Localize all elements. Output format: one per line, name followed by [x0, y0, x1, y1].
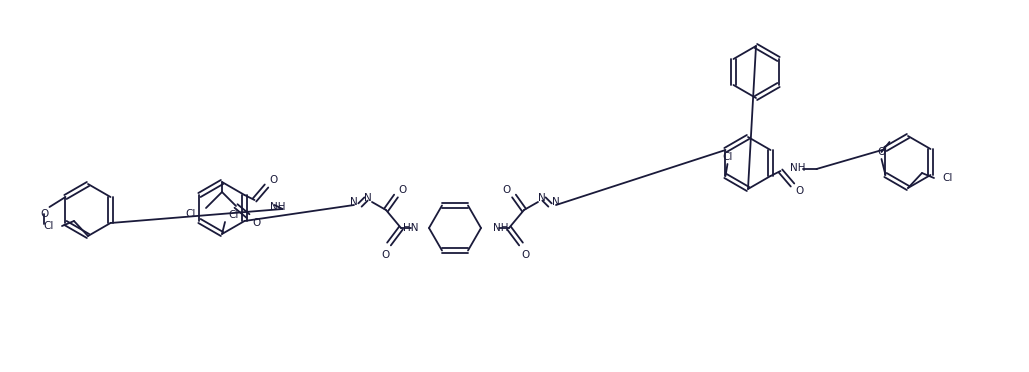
Text: O: O: [270, 175, 278, 185]
Text: Cl: Cl: [942, 173, 953, 183]
Text: O: O: [398, 185, 406, 195]
Text: N: N: [364, 193, 371, 203]
Text: NH: NH: [493, 223, 508, 233]
Text: NH: NH: [789, 163, 805, 173]
Text: O: O: [521, 250, 529, 260]
Text: O: O: [878, 147, 886, 157]
Text: NH: NH: [270, 202, 285, 212]
Text: O: O: [252, 218, 260, 228]
Text: Cl: Cl: [185, 209, 196, 219]
Text: N: N: [350, 197, 358, 207]
Text: O: O: [503, 185, 511, 195]
Text: Cl: Cl: [228, 210, 239, 220]
Text: Cl: Cl: [722, 152, 733, 162]
Text: O: O: [795, 186, 804, 196]
Text: N: N: [538, 193, 545, 203]
Text: O: O: [40, 209, 48, 219]
Text: O: O: [381, 250, 389, 260]
Text: HN: HN: [402, 223, 418, 233]
Text: Cl: Cl: [43, 221, 54, 231]
Text: N: N: [553, 197, 560, 207]
